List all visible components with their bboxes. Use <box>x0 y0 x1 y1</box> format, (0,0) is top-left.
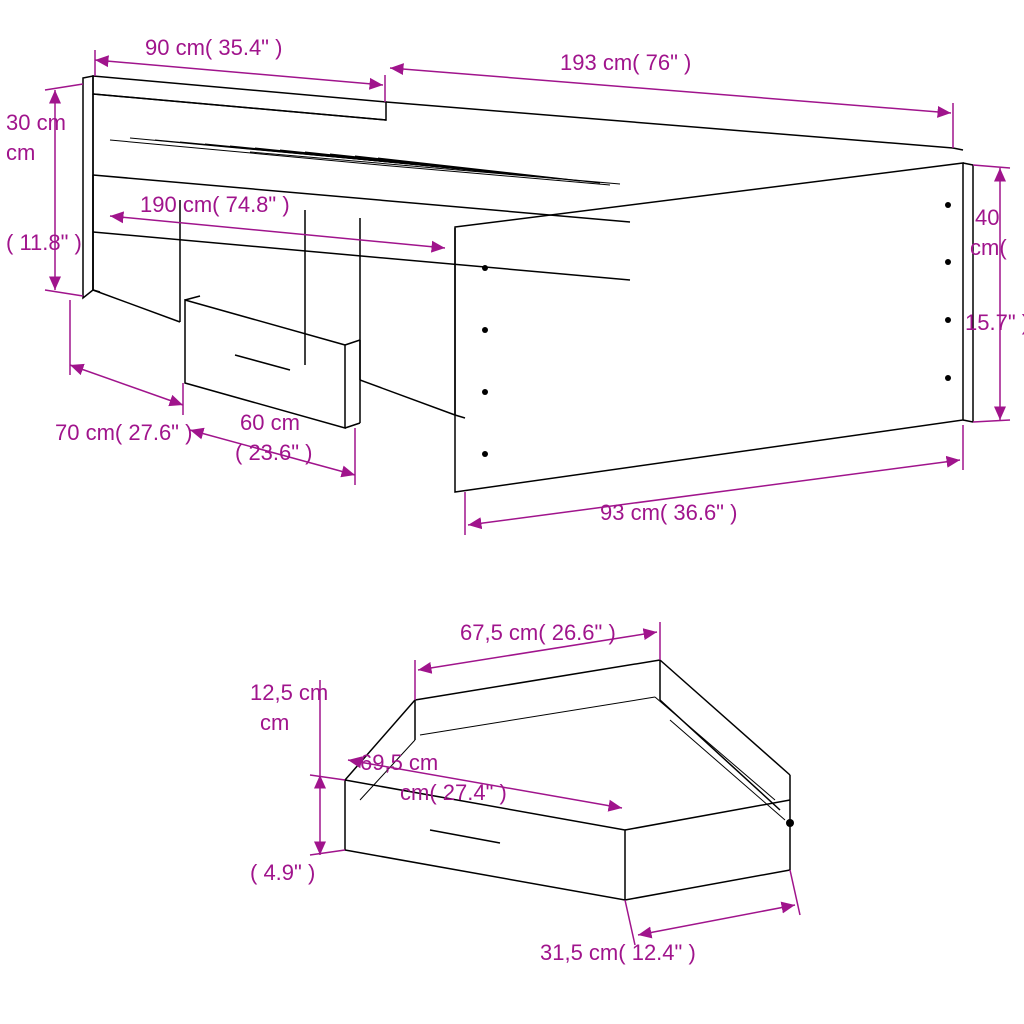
dim-drawer-offset-cm: 70 cm <box>55 420 115 445</box>
dim-drawer-h-cm: 12,5 cm <box>250 680 328 705</box>
dim-drawer-front-cm-b: cm( 27.4" ) <box>400 780 507 805</box>
dim-inner-length-in: ( 74.8" ) <box>212 192 290 217</box>
svg-text:69,5 cm: 69,5 cm <box>360 750 438 775</box>
dim-bed-top-length-cm: 193 cm <box>560 50 632 75</box>
dim-foot-h-cm-a: 40 <box>975 205 999 230</box>
dim-drawer-h-in: ( 4.9" ) <box>250 860 315 885</box>
dim-foot-h-cm-b: cm( <box>970 235 1007 260</box>
dim-headboard-h-in: ( 11.8" ) <box>6 230 82 255</box>
svg-text:90 cm( 35.4" ): 90 cm( 35.4" ) <box>145 35 282 60</box>
dim-foot-width-cm: 93 cm <box>600 500 660 525</box>
dim-drawer-back-in: ( 26.6" ) <box>538 620 616 645</box>
dim-foot-h-in: 15.7" ) <box>965 310 1024 335</box>
dim-drawer-depth-in: ( 12.4" ) <box>618 940 696 965</box>
dim-headboard-h-cm: 30 cm <box>6 110 66 135</box>
dim-drawer-front-cm: 69,5 cm <box>360 750 438 775</box>
dim-drawer-h-cm-b: cm <box>260 710 289 735</box>
svg-text:31,5 cm( 12.4" ): 31,5 cm( 12.4" ) <box>540 940 696 965</box>
svg-text:( 23.6" ): ( 23.6" ) <box>235 440 313 465</box>
dim-bed-top-width-cm: 90 cm <box>145 35 205 60</box>
dim-bed-top-width-in: ( 35.4" ) <box>205 35 283 60</box>
svg-text:193 cm( 76" ): 193 cm( 76" ) <box>560 50 691 75</box>
dim-drawer-w-in: ( 23.6" ) <box>235 440 313 465</box>
dim-drawer-offset-in: ( 27.6" ) <box>115 420 193 445</box>
dim-foot-width-in: ( 36.6" ) <box>660 500 738 525</box>
svg-text:190 cm( 74.8" ): 190 cm( 74.8" ) <box>140 192 290 217</box>
svg-text:93 cm( 36.6" ): 93 cm( 36.6" ) <box>600 500 737 525</box>
dim-bed-top-length-in: ( 76" ) <box>632 50 691 75</box>
dim-headboard-h-cm-b: cm <box>6 140 35 165</box>
dim-drawer-depth-cm: 31,5 cm <box>540 940 618 965</box>
dim-drawer-back-cm: 67,5 cm <box>460 620 538 645</box>
svg-text:67,5 cm( 26.6" ): 67,5 cm( 26.6" ) <box>460 620 616 645</box>
dim-inner-length-cm: 190 cm <box>140 192 212 217</box>
svg-text:60 cm: 60 cm <box>240 410 300 435</box>
svg-text:70 cm( 27.6" ): 70 cm( 27.6" ) <box>55 420 192 445</box>
dim-drawer-w-cm: 60 cm <box>240 410 300 435</box>
